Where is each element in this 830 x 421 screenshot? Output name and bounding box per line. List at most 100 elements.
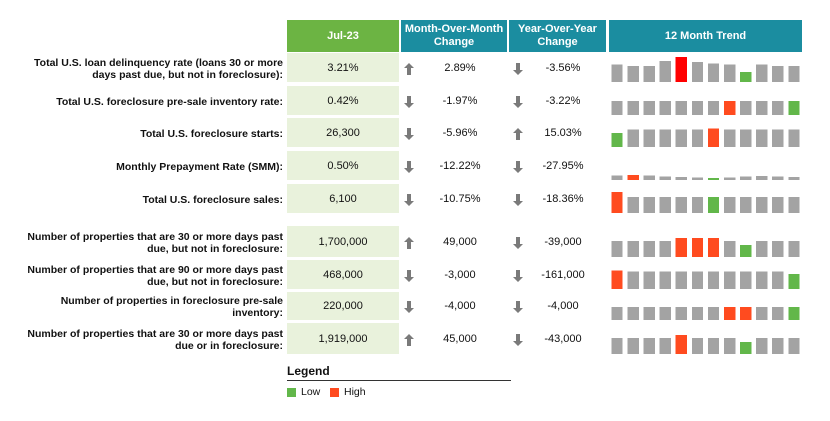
arrow-up-icon xyxy=(404,333,414,346)
row-label: Total U.S. foreclosure sales: xyxy=(142,193,283,206)
trend-bar xyxy=(611,337,623,354)
trend-bar xyxy=(772,65,784,82)
yoy-value: -3.56% xyxy=(545,61,581,74)
trend-bar xyxy=(627,240,639,257)
row-label: Total U.S. loan delinquency rate (loans … xyxy=(34,56,283,81)
trend-bar xyxy=(740,72,752,82)
trend-bar xyxy=(740,271,752,289)
trend-bar xyxy=(627,65,639,82)
trend-bar xyxy=(659,101,671,115)
trend-bar xyxy=(707,306,720,320)
yoy-arrow-wrap xyxy=(513,333,523,346)
trend-bar xyxy=(740,196,752,213)
trend-sparkline xyxy=(611,191,800,213)
trend-bar xyxy=(756,129,768,147)
trend-bar xyxy=(675,177,687,180)
arrow-up-icon xyxy=(404,236,414,249)
arrow-down-icon xyxy=(404,301,414,313)
trend-bar xyxy=(611,101,623,115)
trend-bar xyxy=(756,196,768,213)
arrow-down-icon xyxy=(513,236,523,249)
row-value: 6,100 xyxy=(287,184,399,213)
trend-bar xyxy=(675,129,687,147)
yoy-value: -18.36% xyxy=(542,192,584,205)
trend-bar xyxy=(788,129,800,147)
trend-sparkline xyxy=(611,57,800,82)
trend-bar xyxy=(627,175,639,180)
legend-divider xyxy=(287,380,511,381)
mom-arrow-wrap xyxy=(404,95,414,108)
trend-bar xyxy=(756,271,768,289)
trend-bar xyxy=(643,101,655,115)
trend-bar xyxy=(788,101,800,115)
trend-bar xyxy=(724,129,736,147)
trend-bar xyxy=(643,175,655,180)
trend-bar xyxy=(659,240,671,257)
trend-bar xyxy=(707,128,720,147)
trend-bar xyxy=(627,196,639,213)
trend-bar xyxy=(772,306,784,320)
mom-arrow-wrap xyxy=(404,333,414,346)
mom-value: 49,000 xyxy=(443,235,477,248)
trend-bar xyxy=(724,196,736,213)
trend-bar xyxy=(707,238,720,257)
yoy-value: -39,000 xyxy=(544,235,582,248)
trend-bar xyxy=(788,177,800,180)
trend-bar xyxy=(675,101,687,115)
arrow-down-icon xyxy=(404,269,414,282)
column-header-yoy: Year-Over-Year Change xyxy=(509,20,606,52)
row-label: Number of properties that are 30 or more… xyxy=(27,230,283,255)
arrow-up-icon xyxy=(513,127,523,140)
arrow-down-icon xyxy=(404,95,414,108)
arrow-down-icon xyxy=(404,160,414,173)
row-label: Number of properties that are 90 or more… xyxy=(27,263,283,288)
trend-bar xyxy=(643,337,655,354)
mom-arrow-wrap xyxy=(404,236,414,249)
trend-sparkline xyxy=(611,335,800,354)
trend-bar xyxy=(772,176,784,180)
trend-bar xyxy=(740,244,752,257)
legend-low-label: Low xyxy=(301,386,321,398)
trend-sparkline xyxy=(611,175,800,180)
trend-bar xyxy=(707,337,720,354)
trend-bar xyxy=(788,337,800,354)
trend-bar xyxy=(675,306,687,320)
yoy-arrow-wrap xyxy=(513,269,523,282)
trend-bar xyxy=(643,240,655,257)
row-value: 468,000 xyxy=(287,260,399,289)
trend-bar xyxy=(611,191,623,213)
trend-bar xyxy=(772,271,784,289)
trend-bar xyxy=(756,101,768,115)
yoy-value: -27.95% xyxy=(542,159,584,172)
trend-bar xyxy=(627,337,639,354)
row-label: Total U.S. foreclosure pre-sale inventor… xyxy=(56,95,283,108)
arrow-down-icon xyxy=(513,193,523,206)
yoy-arrow-wrap xyxy=(513,95,523,108)
trend-bar xyxy=(627,101,639,115)
mom-value: 2.89% xyxy=(444,61,476,74)
trend-bar xyxy=(643,271,655,289)
trend-bar xyxy=(675,196,687,213)
trend-bar xyxy=(643,196,655,213)
yoy-value: -4,000 xyxy=(547,300,579,312)
row-label: Number of properties in foreclosure pre-… xyxy=(60,295,283,319)
trend-bar xyxy=(756,337,768,354)
legend-title: Legend xyxy=(287,364,330,378)
mom-arrow-wrap xyxy=(404,127,414,140)
trend-bar xyxy=(611,175,623,180)
trend-bar xyxy=(659,337,671,354)
trend-bar xyxy=(691,306,704,320)
trend-bar xyxy=(707,178,720,180)
trend-bar xyxy=(675,57,687,82)
trend-bar xyxy=(627,271,639,289)
trend-bar xyxy=(691,337,704,354)
yoy-value: -161,000 xyxy=(541,268,585,281)
mom-arrow-wrap xyxy=(404,62,414,75)
mom-arrow-wrap xyxy=(404,160,414,173)
legend-high: High xyxy=(330,386,366,398)
trend-bar xyxy=(675,335,687,354)
trend-bar xyxy=(643,129,655,147)
trend-bar xyxy=(756,240,768,257)
row-value: 220,000 xyxy=(287,292,399,320)
row-value: 26,300 xyxy=(287,118,399,147)
